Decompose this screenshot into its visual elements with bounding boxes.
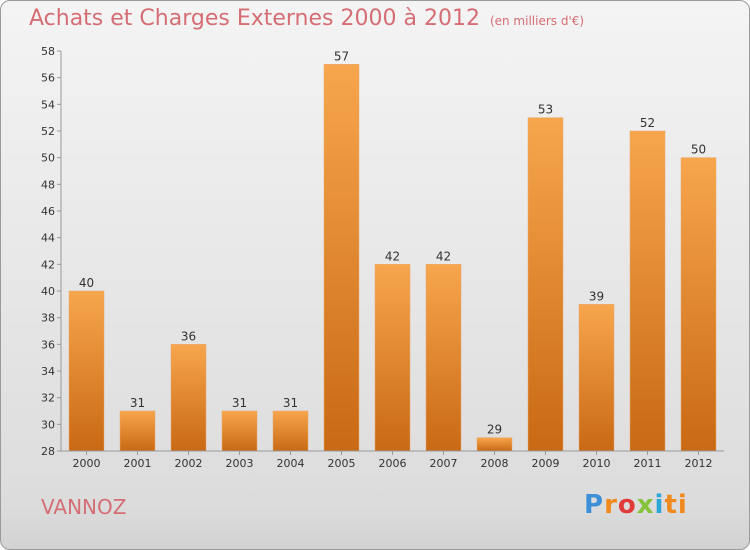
y-tick-label: 28 [41, 445, 55, 458]
bar [629, 130, 666, 452]
place-name: VANNOZ [41, 495, 127, 519]
bar-value-label: 50 [691, 143, 706, 157]
chart-subtitle: (en milliers d'€) [489, 14, 585, 28]
bar-value-label: 31 [130, 396, 145, 410]
y-tick-label: 44 [41, 232, 55, 245]
y-tick-label: 46 [41, 205, 55, 218]
y-tick-label: 32 [41, 392, 55, 405]
x-tick-label: 2009 [532, 457, 560, 470]
bars: 40 31 36 31 31 57 42 42 29 53 39 52 50 [68, 49, 717, 452]
bar [578, 304, 615, 452]
bar [680, 157, 717, 452]
y-tick-label: 42 [41, 258, 55, 271]
x-tick-label: 2011 [634, 457, 662, 470]
y-tick-label: 38 [41, 312, 55, 325]
x-tick-label: 2012 [685, 457, 713, 470]
y-axis: 28 30 32 34 36 38 40 42 44 46 48 50 52 54 56 58 [41, 45, 62, 458]
logo-letter: o [617, 490, 637, 520]
bar-value-label: 31 [283, 396, 298, 410]
x-tick-label: 2006 [379, 457, 407, 470]
logo-letter: ti [664, 490, 688, 520]
x-tick-label: 2005 [328, 457, 356, 470]
x-tick-label: 2008 [481, 457, 509, 470]
y-tick-label: 40 [41, 285, 55, 298]
y-tick-label: 34 [41, 365, 55, 378]
y-tick-label: 36 [41, 338, 55, 351]
title-text: Achats et Charges Externes 2000 à 2012 [29, 6, 480, 31]
bar-value-label: 53 [538, 103, 553, 117]
bar [170, 344, 207, 452]
x-axis: 2000 2001 2002 2003 2004 2005 2006 2007 2008 2009… [61, 450, 724, 470]
bar-value-label: 31 [232, 396, 247, 410]
chart-title: Achats et Charges Externes 2000 à 2012 (e… [29, 6, 584, 31]
bar [323, 64, 360, 452]
bar [68, 290, 105, 452]
bar-value-label: 36 [181, 329, 196, 343]
y-tick-label: 30 [41, 418, 55, 431]
logo-letter: x [636, 490, 655, 520]
bar-value-label: 29 [487, 423, 502, 437]
y-tick-label: 54 [41, 98, 55, 111]
bar-value-label: 39 [589, 289, 604, 303]
y-tick-label: 48 [41, 178, 55, 191]
logo-letter: r [604, 490, 618, 520]
bar-value-label: 57 [334, 49, 349, 63]
y-tick-label: 50 [41, 152, 55, 165]
x-tick-label: 2010 [583, 457, 611, 470]
y-tick-label: 52 [41, 125, 55, 138]
bar-value-label: 52 [640, 116, 655, 130]
bar [119, 410, 156, 452]
logo-letter: P [584, 490, 605, 520]
bar-value-label: 42 [385, 249, 400, 263]
bar [272, 410, 309, 452]
y-tick-label: 58 [41, 45, 55, 58]
x-tick-label: 2002 [175, 457, 203, 470]
y-tick-label: 56 [41, 72, 55, 85]
logo-letter: i [654, 490, 665, 520]
x-tick-label: 2001 [124, 457, 152, 470]
bar-value-label: 40 [79, 276, 94, 290]
x-tick-label: 2007 [430, 457, 458, 470]
x-tick-label: 2004 [277, 457, 305, 470]
bar [476, 437, 513, 452]
proxiti-logo: Proxiti [584, 490, 688, 520]
bar [374, 264, 411, 452]
bar-value-label: 42 [436, 249, 451, 263]
bar [221, 410, 258, 452]
bar [527, 117, 564, 452]
x-tick-label: 2000 [73, 457, 101, 470]
x-tick-label: 2003 [226, 457, 254, 470]
bar [425, 264, 462, 452]
